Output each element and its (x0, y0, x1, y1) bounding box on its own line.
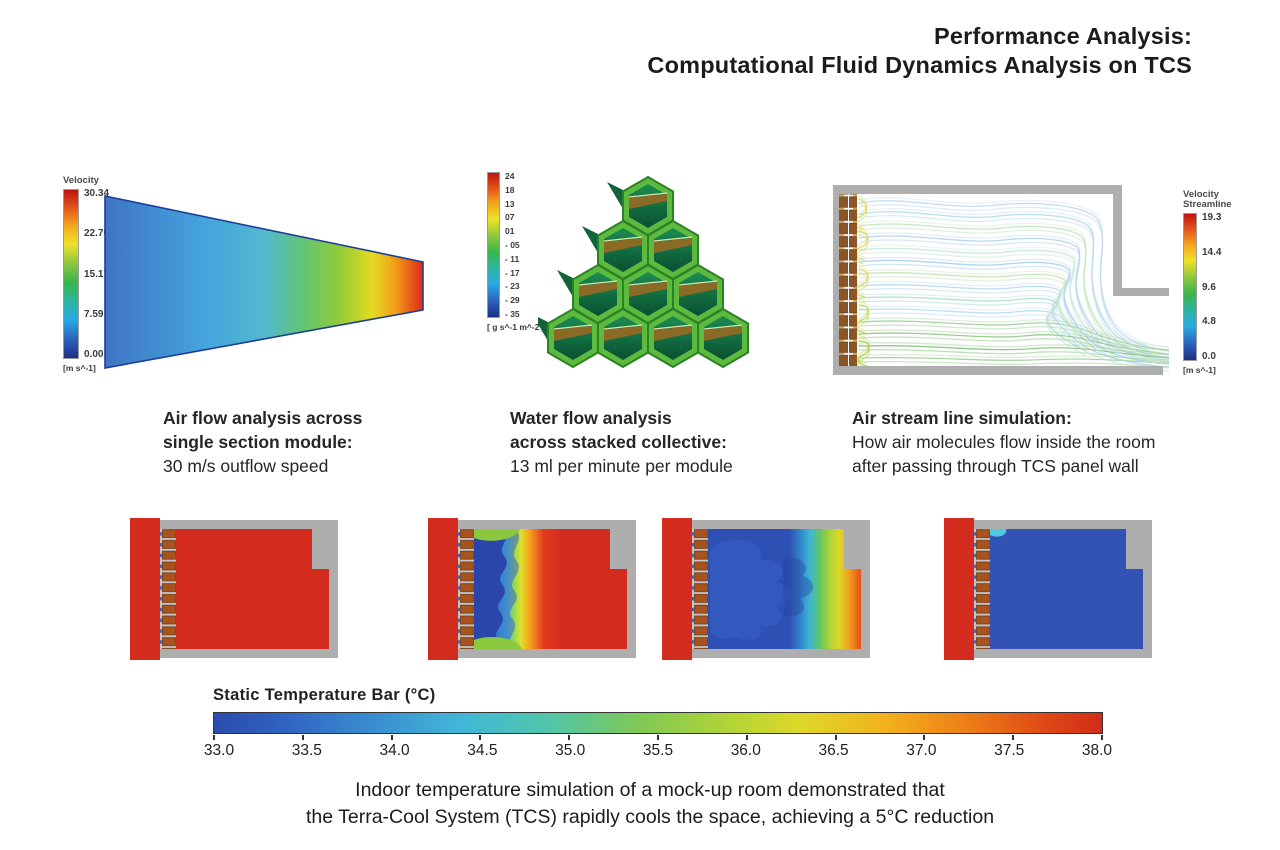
footer-line2: the Terra-Cool System (TCS) rapidly cool… (305, 806, 995, 828)
colorbar-tick: 7.59 (84, 308, 104, 320)
streamline-colorbar-title-line1: Velocity (1183, 189, 1219, 200)
caption-line: across stacked collective: (510, 432, 727, 452)
colorbar-tick: 9.6 (1202, 281, 1216, 293)
temperature-bar-label: Static Temperature Bar (°C) (213, 686, 436, 704)
temperature-tick-labels: 33.0 33.5 34.0 34.5 35.0 35.5 36.0 36.5 … (198, 742, 1118, 760)
module-stack-render (538, 176, 749, 368)
waterflow-caption: Water flow analysis across stacked colle… (510, 406, 733, 478)
caption-line: Air stream line simulation: (852, 408, 1072, 428)
airflow-caption: Air flow analysis across single section … (163, 406, 362, 478)
footer-line1: Indoor temperature simulation of a mock-… (355, 779, 945, 801)
caption-line: 13 ml per minute per module (510, 456, 733, 476)
velocity-colorbar: Velocity 30.34 22.76 15.17 7.59 0.00 [m … (63, 176, 109, 373)
figure-title: Performance Analysis: Computational Flui… (647, 22, 1192, 80)
temperature-tickmarks (213, 735, 1103, 740)
temperature-tick: 34.5 (467, 742, 498, 759)
colorbar-unit: [m s^-1] (63, 363, 96, 373)
colorbar-tick: - 05 (505, 239, 520, 250)
colorbar-tick: 0.0 (1202, 351, 1216, 362)
temperature-tick: 35.0 (555, 742, 586, 759)
colorbar-tick: 19.3 (1202, 212, 1222, 223)
temperature-tick: 33.0 (203, 742, 235, 759)
colorbar-unit: [ g s^-1 m^-2 ] (487, 322, 545, 332)
airflow-wedge-plot (104, 195, 424, 369)
temperature-tick: 36.5 (818, 742, 849, 759)
colorbar-tick: 4.8 (1202, 316, 1216, 328)
colorbar-tick: - 11 (505, 253, 520, 264)
room-simulation-2 (428, 518, 636, 660)
colorbar-tick: 22.76 (84, 228, 110, 240)
room-simulation-1 (130, 518, 338, 660)
colorbar-tick: 0.00 (84, 349, 104, 360)
water-flux-colorbar: 24 18 13 07 01 - 05 - 11 - 17 - 23 - 29 … (487, 172, 545, 332)
colorbar-tick: 15.17 (84, 268, 110, 280)
streamline-colorbar-gradient (1183, 213, 1197, 361)
colorbar-tick: - 29 (505, 295, 520, 306)
colorbar-tick: 14.4 (1202, 246, 1222, 258)
caption-line: How air molecules flow inside the room (852, 432, 1156, 452)
temperature-colorbar (213, 712, 1103, 734)
streamline-plot (833, 185, 1169, 375)
colorbar-tick: - 23 (505, 281, 520, 292)
colorbar-tick: 24 (505, 171, 515, 181)
colorbar-tick: - 17 (505, 267, 520, 278)
temperature-tick: 38.0 (1081, 742, 1113, 759)
figure-title-line2: Computational Fluid Dynamics Analysis on… (647, 52, 1192, 78)
caption-line: Air flow analysis across (163, 408, 363, 428)
footer-caption: Indoor temperature simulation of a mock-… (180, 777, 1120, 831)
colorbar-tick: 18 (505, 184, 515, 195)
water-flux-colorbar-gradient (487, 172, 500, 318)
temperature-tick: 33.5 (291, 742, 322, 759)
room-simulation-4 (944, 518, 1152, 660)
water-flux-colorbar-ticks: 24 18 13 07 01 - 05 - 11 - 17 - 23 - 29 … (505, 172, 520, 318)
colorbar-tick: 07 (505, 212, 515, 223)
streamline-caption: Air stream line simulation: How air mole… (852, 406, 1155, 478)
streamline-colorbar: Velocity Streamline 19.3 14.4 9.6 4.8 0.… (1183, 190, 1232, 375)
temperature-tick: 37.0 (906, 742, 937, 759)
caption-line: 30 m/s outflow speed (163, 456, 329, 476)
colorbar-unit: [m s^-1] (1183, 365, 1216, 375)
room-simulation-3 (662, 518, 870, 660)
temperature-tick: 35.5 (642, 742, 674, 759)
velocity-colorbar-ticks: 30.34 22.76 15.17 7.59 0.00 (84, 188, 110, 360)
streamline-colorbar-title-line2: Streamline (1183, 199, 1232, 210)
temperature-tick: 37.5 (994, 742, 1025, 759)
figure-title-line1: Performance Analysis: (933, 23, 1192, 49)
velocity-colorbar-gradient (63, 189, 79, 359)
caption-line: after passing through TCS panel wall (852, 456, 1139, 476)
temperature-tick: 36.0 (730, 742, 761, 759)
colorbar-tick: 30.34 (84, 188, 110, 199)
streamline-colorbar-ticks: 19.3 14.4 9.6 4.8 0.0 (1202, 212, 1222, 362)
colorbar-tick: - 35 (505, 308, 520, 319)
temperature-tick: 34.0 (379, 742, 410, 759)
caption-line: Water flow analysis (510, 408, 672, 428)
streamline-colorbar-title: Velocity Streamline (1183, 190, 1232, 210)
colorbar-tick: 01 (505, 226, 515, 237)
velocity-colorbar-title: Velocity (63, 175, 99, 186)
caption-line: single section module: (163, 432, 353, 452)
colorbar-tick: 13 (505, 198, 515, 209)
